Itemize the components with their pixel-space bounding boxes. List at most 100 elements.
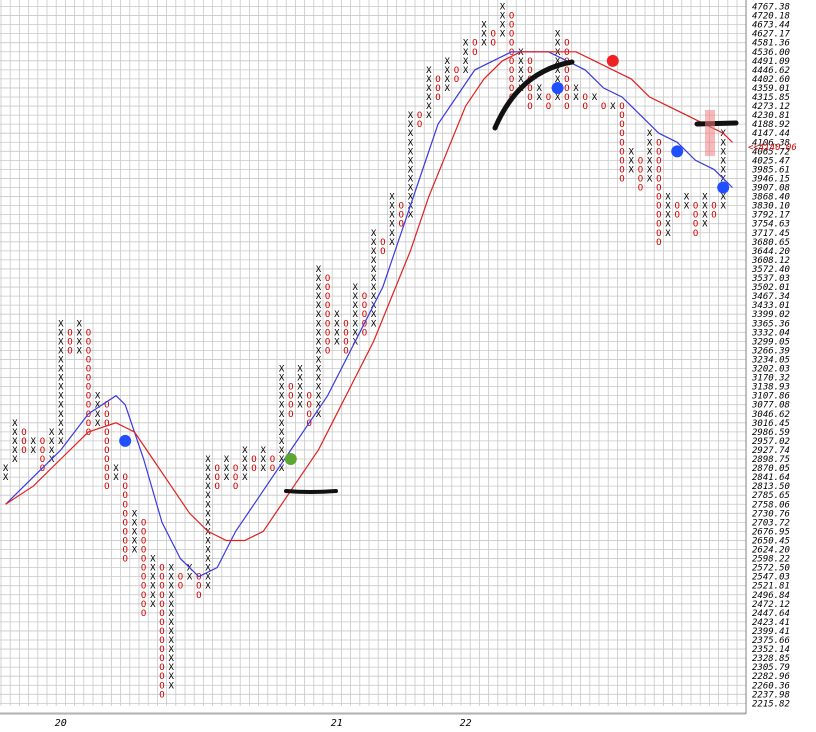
price-tick-label: 3365.36 bbox=[751, 319, 790, 329]
x-box: X bbox=[58, 428, 64, 438]
price-tick-label: 3138.93 bbox=[751, 383, 790, 393]
price-tick-label: 4446.62 bbox=[752, 66, 790, 76]
x-box: X bbox=[279, 455, 285, 465]
o-box: O bbox=[86, 383, 91, 393]
x-box: X bbox=[205, 491, 211, 501]
o-box: O bbox=[435, 75, 440, 85]
o-box: O bbox=[86, 401, 91, 411]
signal-dots bbox=[119, 54, 730, 466]
x-box: X bbox=[260, 464, 266, 474]
x-box: X bbox=[316, 355, 322, 365]
o-box: O bbox=[656, 220, 661, 230]
price-tick-label: 4065.72 bbox=[752, 147, 790, 157]
o-box: O bbox=[656, 184, 661, 194]
x-box: X bbox=[536, 93, 542, 103]
x-box: X bbox=[297, 365, 303, 375]
x-box: X bbox=[12, 455, 18, 465]
o-box: O bbox=[159, 636, 164, 646]
o-box: O bbox=[159, 627, 164, 637]
x-box: X bbox=[316, 346, 322, 356]
x-box: X bbox=[58, 392, 64, 402]
x-box: X bbox=[205, 455, 211, 465]
o-box: O bbox=[509, 66, 514, 76]
x-box: X bbox=[205, 500, 211, 510]
arc-line-drawing bbox=[492, 59, 575, 131]
x-box: X bbox=[408, 129, 414, 139]
price-tick-label: 2870.05 bbox=[752, 464, 790, 474]
o-box: O bbox=[178, 582, 183, 592]
o-box: O bbox=[159, 618, 164, 628]
price-tick-label: 2328.85 bbox=[752, 654, 790, 664]
x-box: X bbox=[720, 193, 726, 203]
x-box: X bbox=[371, 229, 377, 239]
x-box: X bbox=[371, 238, 377, 248]
o-box: O bbox=[564, 84, 569, 94]
o-box: O bbox=[490, 30, 495, 40]
o-box: O bbox=[196, 591, 201, 601]
o-box: O bbox=[86, 328, 91, 338]
o-box: O bbox=[178, 573, 183, 583]
x-box: X bbox=[168, 681, 174, 691]
x-box: X bbox=[352, 310, 358, 320]
x-box: X bbox=[279, 464, 285, 474]
x-box: X bbox=[371, 292, 377, 302]
x-box: X bbox=[408, 156, 414, 166]
o-box: O bbox=[693, 202, 698, 212]
price-tick-label: 2898.75 bbox=[752, 455, 790, 465]
o-box: O bbox=[104, 482, 109, 492]
o-box: O bbox=[159, 645, 164, 655]
price-tick-label: 3234.05 bbox=[751, 355, 790, 365]
x-box: X bbox=[316, 410, 322, 420]
x-box: X bbox=[371, 274, 377, 284]
highlight-box bbox=[705, 110, 715, 156]
x-box: X bbox=[444, 84, 450, 94]
o-box: O bbox=[325, 346, 330, 356]
o-box: O bbox=[141, 564, 146, 574]
price-tick-label: 2598.22 bbox=[752, 555, 790, 565]
x-box: X bbox=[500, 12, 506, 22]
o-box: O bbox=[638, 165, 643, 175]
x-box: X bbox=[132, 509, 138, 519]
price-tick-label: 3680.65 bbox=[751, 238, 790, 248]
x-box: X bbox=[316, 301, 322, 311]
o-box: O bbox=[546, 102, 551, 112]
o-box: O bbox=[21, 428, 26, 438]
x-box: X bbox=[389, 238, 395, 248]
o-box: O bbox=[159, 681, 164, 691]
o-box: O bbox=[417, 111, 422, 121]
o-box: O bbox=[288, 410, 293, 420]
o-box: O bbox=[656, 156, 661, 166]
price-tick-label: 3502.01 bbox=[751, 283, 790, 293]
x-box: X bbox=[573, 93, 579, 103]
x-box: X bbox=[187, 573, 193, 583]
o-box: O bbox=[40, 437, 45, 447]
price-tick-label: 2547.03 bbox=[752, 573, 790, 583]
price-tick-label: 4188.92 bbox=[752, 120, 790, 130]
o-box: O bbox=[325, 301, 330, 311]
o-box: O bbox=[306, 401, 311, 411]
price-tick-label: 2260.36 bbox=[752, 681, 790, 691]
x-box: X bbox=[720, 202, 726, 212]
x-box: X bbox=[463, 48, 469, 58]
o-box: O bbox=[656, 238, 661, 248]
x-box: X bbox=[647, 138, 653, 148]
x-box: X bbox=[389, 211, 395, 221]
o-box: O bbox=[527, 102, 532, 112]
o-box: O bbox=[141, 518, 146, 528]
price-tick-label: 2375.66 bbox=[752, 636, 790, 646]
signal-dot bbox=[284, 453, 297, 466]
x-box: X bbox=[665, 202, 671, 212]
price-tick-label: 3608.12 bbox=[751, 256, 790, 266]
o-box: O bbox=[564, 102, 569, 112]
x-box: X bbox=[518, 75, 524, 85]
x-box: X bbox=[408, 165, 414, 175]
x-box: X bbox=[30, 437, 36, 447]
o-box: O bbox=[122, 482, 127, 492]
o-box: O bbox=[159, 654, 164, 664]
x-box: X bbox=[628, 147, 634, 157]
o-box: O bbox=[86, 392, 91, 402]
x-box: X bbox=[371, 319, 377, 329]
price-tick-label: 2650.45 bbox=[752, 536, 790, 546]
x-box: X bbox=[426, 84, 432, 94]
o-box: O bbox=[509, 84, 514, 94]
